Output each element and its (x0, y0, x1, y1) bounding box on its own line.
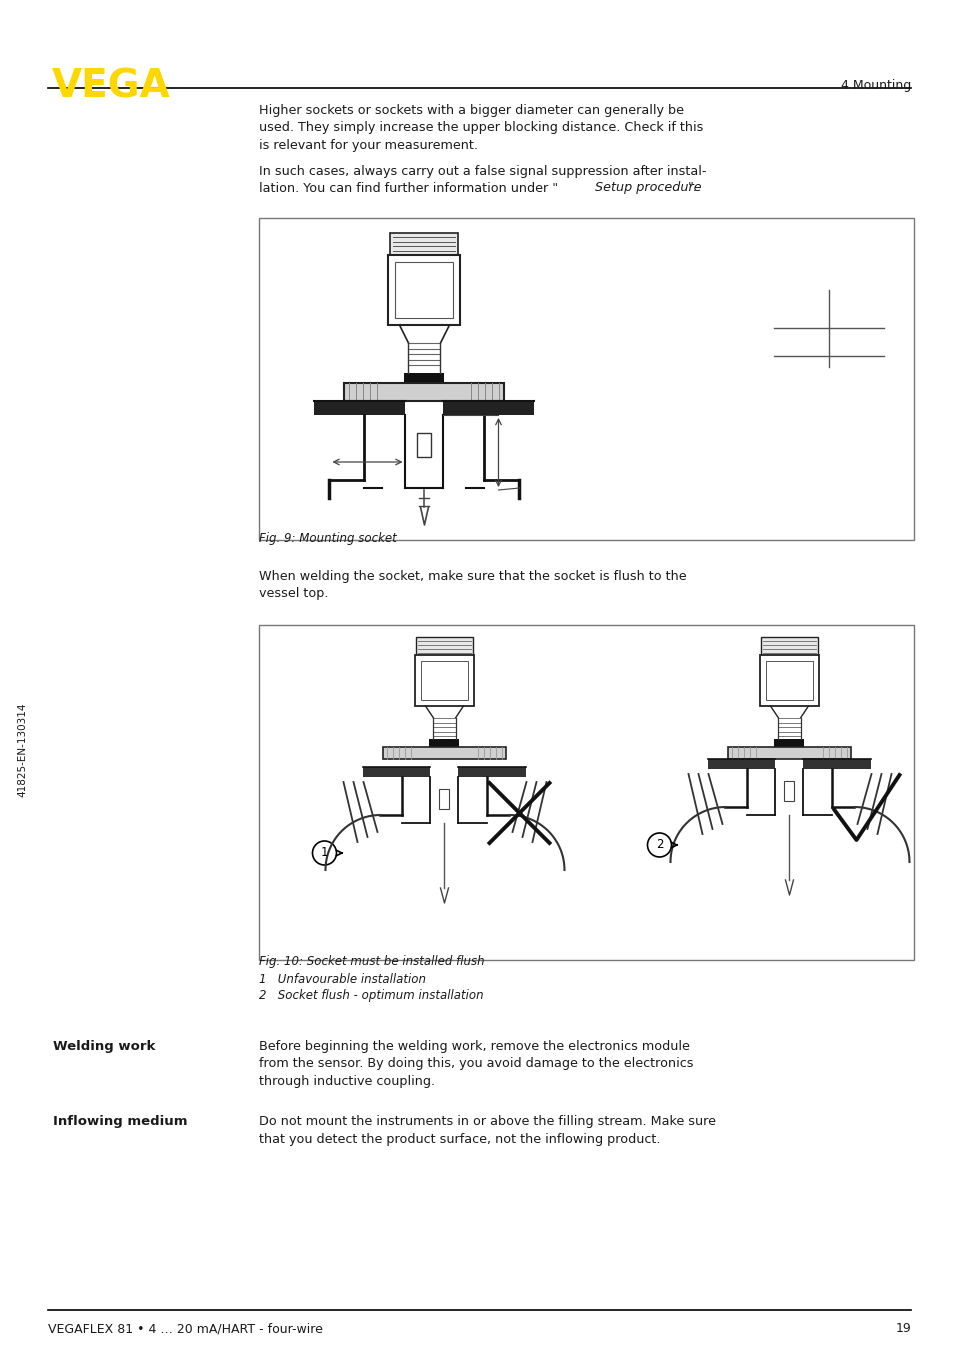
Bar (443, 401, 534, 414)
Bar (404, 372, 444, 383)
Text: In such cases, always carry out a false signal suppression after instal-
lation.: In such cases, always carry out a false … (259, 165, 706, 195)
Bar (395, 263, 453, 318)
Bar (728, 747, 851, 760)
Text: Fig. 10: Socket must be installed flush: Fig. 10: Socket must be installed flush (259, 955, 485, 968)
Bar (760, 636, 818, 655)
Text: Welding work: Welding work (52, 1040, 155, 1053)
Text: 2: 2 (655, 838, 662, 852)
Bar (363, 766, 430, 777)
Bar (802, 760, 871, 769)
Text: 41825-EN-130314: 41825-EN-130314 (17, 703, 27, 798)
Text: VEGA: VEGA (52, 68, 171, 106)
Bar (416, 655, 474, 705)
Text: VEGAFLEX 81 • 4 … 20 mA/HART - four-wire: VEGAFLEX 81 • 4 … 20 mA/HART - four-wire (48, 1322, 322, 1335)
Text: Fig. 9: Mounting socket: Fig. 9: Mounting socket (259, 532, 396, 546)
Bar (760, 655, 819, 705)
Bar (458, 766, 526, 777)
Text: 1   Unfavourable installation: 1 Unfavourable installation (259, 974, 426, 986)
Text: 2   Socket flush - optimum installation: 2 Socket flush - optimum installation (259, 988, 483, 1002)
Bar (259, 626, 913, 960)
Text: When welding the socket, make sure that the socket is flush to the
vessel top.: When welding the socket, make sure that … (259, 570, 686, 601)
Bar (708, 760, 775, 769)
Bar (421, 661, 468, 700)
Bar (259, 218, 913, 540)
Text: ".: ". (687, 181, 697, 194)
Bar (774, 739, 803, 747)
Bar (383, 747, 506, 760)
Bar (388, 255, 460, 325)
Bar (390, 233, 458, 255)
Bar (765, 661, 813, 700)
Text: Setup procedure: Setup procedure (595, 181, 701, 194)
Text: Before beginning the welding work, remove the electronics module
from the sensor: Before beginning the welding work, remov… (259, 1040, 693, 1089)
Bar (429, 739, 459, 747)
Bar (416, 636, 473, 655)
Text: 4 Mounting: 4 Mounting (840, 79, 910, 92)
Bar (783, 781, 794, 802)
Text: Do not mount the instruments in or above the filling stream. Make sure
that you : Do not mount the instruments in or above… (259, 1114, 716, 1145)
Bar (439, 789, 449, 808)
Text: 19: 19 (894, 1322, 910, 1335)
Bar (417, 433, 431, 458)
Text: Inflowing medium: Inflowing medium (52, 1114, 187, 1128)
Text: 1: 1 (320, 846, 328, 860)
Bar (344, 383, 504, 401)
Text: Higher sockets or sockets with a bigger diameter can generally be
used. They sim: Higher sockets or sockets with a bigger … (259, 104, 703, 152)
Bar (314, 401, 405, 414)
